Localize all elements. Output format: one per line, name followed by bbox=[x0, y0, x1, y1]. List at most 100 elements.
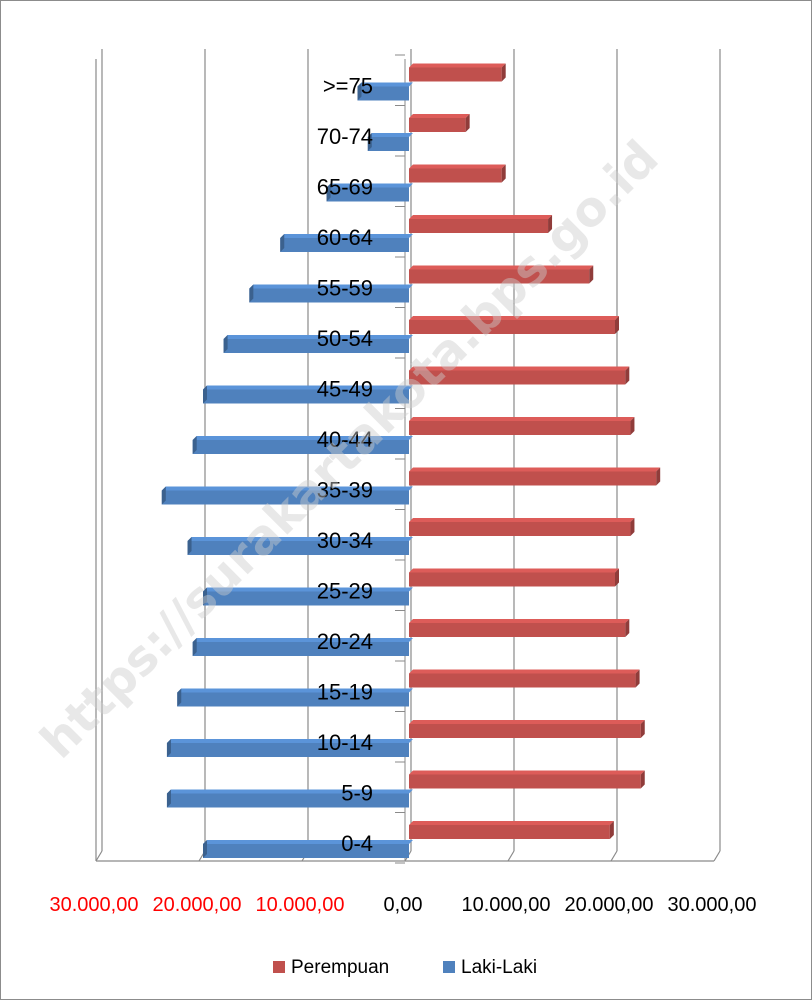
bar-perempuan-35-39 bbox=[409, 467, 661, 486]
bar-front bbox=[166, 793, 409, 808]
bar-front bbox=[409, 320, 615, 334]
bar-top bbox=[357, 82, 413, 87]
bar-front bbox=[409, 522, 631, 536]
bar-laki-laki-70-74 bbox=[367, 133, 413, 151]
x-tick-label: 10.000,00 bbox=[462, 894, 551, 916]
bar-front bbox=[326, 187, 409, 202]
bar-end bbox=[465, 114, 470, 132]
bar-laki-laki-35-39 bbox=[161, 486, 413, 505]
bar-top bbox=[177, 688, 413, 693]
bar-end bbox=[166, 789, 171, 808]
bar-laki-laki-45-49 bbox=[203, 385, 413, 404]
bar-top bbox=[409, 821, 614, 825]
bar-end bbox=[192, 638, 197, 656]
bar-front bbox=[409, 623, 626, 637]
bar-top bbox=[409, 164, 506, 169]
bar-end bbox=[249, 284, 254, 303]
legend-label: Laki-Laki bbox=[461, 957, 537, 978]
bar-front bbox=[409, 118, 466, 132]
bar-top bbox=[187, 537, 413, 541]
bar-front bbox=[409, 67, 502, 82]
bar-end bbox=[615, 316, 619, 334]
bar-laki-laki-55-59 bbox=[249, 284, 413, 303]
bar-end bbox=[357, 82, 362, 101]
bar-front bbox=[192, 440, 409, 454]
x-tick-label: 30.000,00 bbox=[668, 894, 757, 916]
bar-end bbox=[367, 133, 372, 151]
bar-top bbox=[280, 234, 413, 238]
bar-perempuan-25-29 bbox=[409, 568, 619, 587]
bar-laki-laki-25-29 bbox=[203, 587, 413, 606]
bar-perempuan-40-44 bbox=[409, 417, 635, 435]
bar-top bbox=[409, 467, 661, 472]
bar-end bbox=[166, 739, 171, 757]
bar-top bbox=[409, 417, 635, 421]
bar-end bbox=[203, 385, 207, 404]
bar-front bbox=[161, 490, 409, 505]
bar-end bbox=[223, 335, 228, 353]
bar-end bbox=[177, 688, 182, 707]
category-label: 5-9 bbox=[341, 781, 373, 806]
bar-top bbox=[409, 720, 645, 724]
bar-perempuan->=75 bbox=[409, 63, 506, 82]
bar-end bbox=[203, 587, 207, 606]
bar-front bbox=[280, 238, 409, 252]
bar-end bbox=[589, 265, 594, 284]
legend-swatch bbox=[443, 961, 455, 973]
bar-top bbox=[203, 840, 413, 844]
bar-end bbox=[161, 486, 166, 505]
bar-perempuan-45-49 bbox=[409, 366, 630, 385]
bar-perempuan-30-34 bbox=[409, 518, 635, 536]
bar-front bbox=[409, 673, 636, 688]
category-label: 40-44 bbox=[317, 427, 373, 452]
bar-front bbox=[409, 825, 610, 839]
bar-top bbox=[166, 789, 413, 794]
bar-end bbox=[609, 821, 614, 839]
bar-top bbox=[409, 114, 470, 118]
bar-end bbox=[640, 770, 645, 789]
category-label: 20-24 bbox=[317, 629, 373, 654]
bar-front bbox=[409, 421, 631, 435]
category-label: 30-34 bbox=[317, 528, 373, 553]
bar-front bbox=[409, 370, 626, 385]
bar-front bbox=[357, 86, 409, 101]
category-label: 50-54 bbox=[317, 326, 373, 351]
bar-front bbox=[203, 591, 409, 606]
bar-top bbox=[409, 63, 506, 68]
category-label: 25-29 bbox=[317, 579, 373, 604]
gridline-foot bbox=[713, 850, 721, 862]
bar-laki-laki-20-24 bbox=[192, 638, 413, 656]
x-tick-label: 0,00 bbox=[384, 894, 423, 916]
bar-end bbox=[625, 619, 630, 637]
bar-perempuan-10-14 bbox=[409, 720, 645, 738]
bar-end bbox=[501, 164, 506, 183]
bar-end bbox=[630, 417, 635, 435]
bar-perempuan-60-64 bbox=[409, 215, 553, 233]
bar-front bbox=[223, 339, 409, 353]
bar-laki-laki-5-9 bbox=[166, 789, 413, 808]
bar-top bbox=[409, 568, 619, 573]
bar-perempuan-15-19 bbox=[409, 669, 640, 688]
bar-end bbox=[187, 537, 192, 555]
bar-perempuan-50-54 bbox=[409, 316, 619, 334]
bar-laki-laki-10-14 bbox=[166, 739, 413, 757]
x-tick-label: 30.000,00 bbox=[50, 894, 139, 916]
category-label: 45-49 bbox=[317, 377, 373, 402]
category-label: 60-64 bbox=[317, 225, 373, 250]
bar-front bbox=[409, 168, 502, 183]
bar-front bbox=[409, 219, 549, 233]
bar-laki-laki-50-54 bbox=[223, 335, 413, 353]
bar-perempuan-55-59 bbox=[409, 265, 594, 284]
bar-top bbox=[409, 265, 594, 270]
bar-top bbox=[223, 335, 413, 339]
bar-top bbox=[409, 619, 630, 623]
bar-front bbox=[192, 642, 409, 656]
bar-laki-laki-0-4 bbox=[203, 840, 413, 858]
gridline-foot bbox=[95, 850, 103, 862]
bar-perempuan-65-69 bbox=[409, 164, 506, 183]
bar-top bbox=[409, 215, 553, 219]
bar-end bbox=[640, 720, 645, 738]
bar-perempuan-5-9 bbox=[409, 770, 645, 789]
bar-front bbox=[166, 743, 409, 757]
